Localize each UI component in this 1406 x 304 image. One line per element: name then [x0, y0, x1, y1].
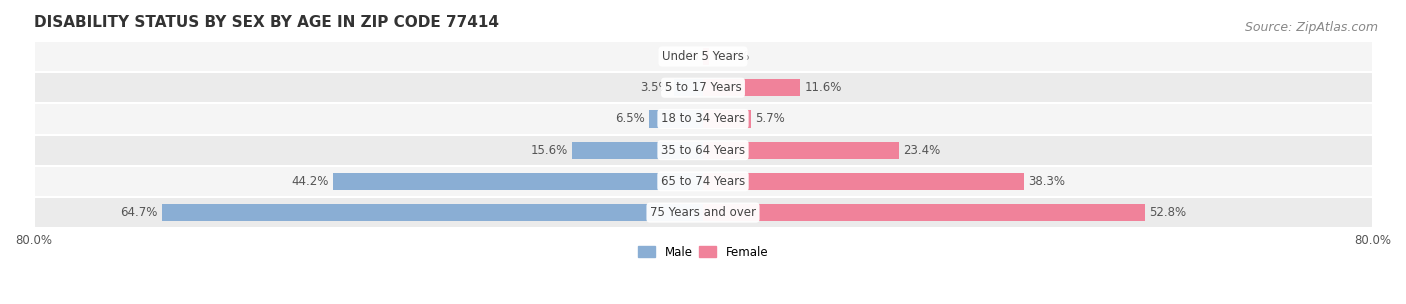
Bar	[703, 173, 1024, 190]
Bar	[34, 41, 1372, 72]
Text: 18 to 34 Years: 18 to 34 Years	[661, 112, 745, 126]
Text: Source: ZipAtlas.com: Source: ZipAtlas.com	[1244, 21, 1378, 34]
Text: 15.6%: 15.6%	[531, 144, 568, 157]
Bar	[703, 142, 898, 159]
Bar	[34, 72, 1372, 103]
Text: 75 Years and over: 75 Years and over	[650, 206, 756, 219]
Bar	[34, 135, 1372, 166]
Bar	[162, 204, 703, 221]
Bar	[34, 197, 1372, 228]
Text: 0.66%: 0.66%	[713, 50, 749, 63]
Text: 44.2%: 44.2%	[291, 175, 329, 188]
Text: 23.4%: 23.4%	[903, 144, 941, 157]
Text: 11.6%: 11.6%	[804, 81, 842, 94]
Text: 6.5%: 6.5%	[614, 112, 644, 126]
Text: 0.0%: 0.0%	[669, 50, 699, 63]
Text: DISABILITY STATUS BY SEX BY AGE IN ZIP CODE 77414: DISABILITY STATUS BY SEX BY AGE IN ZIP C…	[34, 15, 499, 30]
Bar	[572, 142, 703, 159]
Bar	[703, 204, 1144, 221]
Text: 5.7%: 5.7%	[755, 112, 785, 126]
Bar	[34, 166, 1372, 197]
Text: 3.5%: 3.5%	[640, 81, 669, 94]
Bar	[673, 79, 703, 96]
Legend: Male, Female: Male, Female	[633, 241, 773, 264]
Bar	[703, 48, 709, 65]
Text: 38.3%: 38.3%	[1028, 175, 1064, 188]
Text: 52.8%: 52.8%	[1149, 206, 1187, 219]
Bar	[703, 110, 751, 127]
Bar	[648, 110, 703, 127]
Text: 64.7%: 64.7%	[120, 206, 157, 219]
Text: Under 5 Years: Under 5 Years	[662, 50, 744, 63]
Text: 65 to 74 Years: 65 to 74 Years	[661, 175, 745, 188]
Text: 35 to 64 Years: 35 to 64 Years	[661, 144, 745, 157]
Bar	[333, 173, 703, 190]
Text: 5 to 17 Years: 5 to 17 Years	[665, 81, 741, 94]
Bar	[703, 79, 800, 96]
Bar	[34, 103, 1372, 135]
